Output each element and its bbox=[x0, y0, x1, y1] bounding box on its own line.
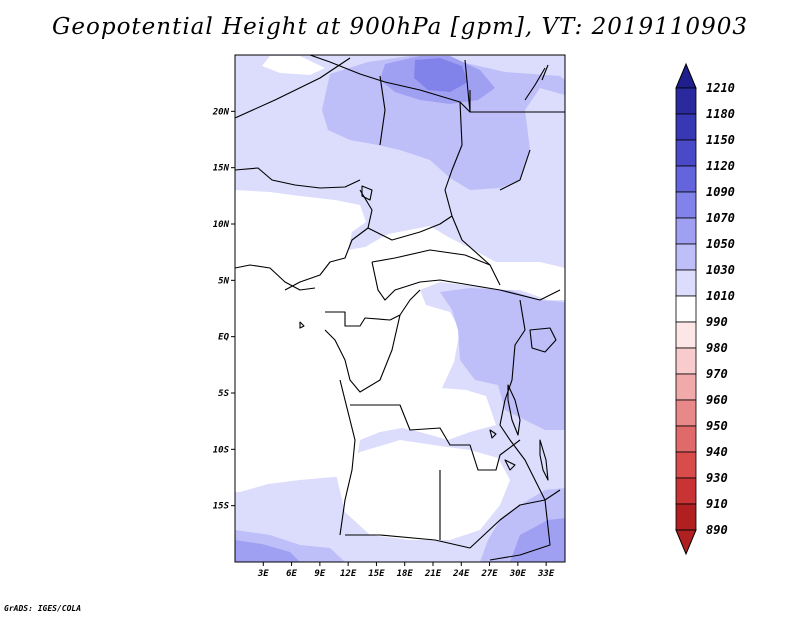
border-car-drc bbox=[371, 249, 561, 301]
colorbar-swatch bbox=[675, 165, 697, 193]
coastline-angola bbox=[339, 379, 356, 536]
lake-victoria bbox=[529, 327, 557, 353]
colorbar-swatch bbox=[675, 477, 697, 505]
lon-tick-label: 3E bbox=[257, 569, 269, 579]
colorbar-label: 1120 bbox=[706, 159, 735, 173]
border-niger-nigeria bbox=[235, 167, 361, 189]
lat-tick-label: 10S bbox=[213, 445, 230, 455]
border-angola-namibia bbox=[345, 470, 471, 549]
border-libya-chad bbox=[379, 75, 463, 191]
lon-tick-label: 15E bbox=[368, 569, 385, 579]
colorbar-label: 1150 bbox=[706, 133, 735, 147]
border-congo-drc bbox=[324, 314, 401, 393]
colorbar-swatch bbox=[675, 113, 697, 141]
lon-tick-label: 12E bbox=[340, 569, 357, 579]
colorbar-label: 1070 bbox=[706, 211, 735, 225]
colorbar-swatch bbox=[675, 321, 697, 349]
colorbar-label: 950 bbox=[706, 419, 728, 433]
lon-tick-label: 6E bbox=[286, 569, 297, 579]
lon-tick-label: 9E bbox=[314, 569, 325, 579]
colorbar-swatch bbox=[675, 191, 697, 219]
grads-credit: GrADS: IGES/COLA bbox=[4, 604, 82, 613]
lake-kariba bbox=[504, 459, 516, 471]
lake-mweru bbox=[489, 429, 497, 439]
border-chad-car bbox=[367, 189, 501, 286]
lat-tick-label: 10N bbox=[213, 220, 230, 230]
field-1050-southeast bbox=[510, 518, 565, 562]
lon-tick-label: 24E bbox=[452, 569, 470, 579]
colorbar-label: 940 bbox=[706, 445, 728, 459]
field-1030-north bbox=[322, 56, 565, 190]
colorbar-label: 980 bbox=[706, 341, 728, 355]
colorbar-label: 960 bbox=[706, 393, 728, 407]
lon-tick-label: 18E bbox=[397, 569, 414, 579]
lon-tick-label: 21E bbox=[424, 569, 442, 579]
colorbar-swatch bbox=[675, 269, 697, 297]
colorbar-over-arrow bbox=[675, 62, 697, 89]
colorbar-swatch bbox=[675, 139, 697, 167]
colorbar-label: 1050 bbox=[706, 237, 735, 251]
longitude-axis: 3E 6E 9E 12E 15E 18E 21E 24E 27E 30E 33E bbox=[257, 562, 555, 579]
chart-title: Geopotential Height at 900hPa [gpm], VT:… bbox=[52, 14, 748, 40]
lat-tick-label: 20N bbox=[212, 107, 230, 117]
colorbar-swatch bbox=[675, 347, 697, 375]
colorbar-swatch bbox=[675, 425, 697, 453]
border-zambia-zimbabwe bbox=[469, 489, 561, 549]
island-bioko bbox=[299, 321, 305, 329]
field-below-1010-north bbox=[262, 56, 325, 75]
lon-tick-label: 27E bbox=[480, 569, 498, 579]
colorbar-swatch bbox=[675, 217, 697, 245]
coastline-east bbox=[499, 64, 549, 191]
lake-malawi bbox=[539, 439, 549, 481]
field-below-1010-south bbox=[335, 440, 510, 540]
colorbar-swatch bbox=[675, 243, 697, 271]
lat-tick-label: 5N bbox=[218, 276, 229, 286]
height-field bbox=[235, 55, 565, 562]
border-drc-angola bbox=[350, 404, 521, 471]
colorbar-under-arrow bbox=[675, 529, 697, 556]
colorbar-label: 970 bbox=[706, 367, 728, 381]
lon-tick-label: 30E bbox=[509, 569, 527, 579]
colorbar-label: 1030 bbox=[706, 263, 735, 277]
colorbar-label: 910 bbox=[706, 497, 728, 511]
lat-tick-label: 15S bbox=[213, 502, 230, 512]
colorbar-label: 1210 bbox=[706, 81, 735, 95]
field-1030-east bbox=[440, 288, 565, 430]
lat-tick-label: 15N bbox=[213, 164, 230, 174]
colorbar: 1210 1180 1150 1120 1090 1070 1050 1030 1010 990 9… bbox=[675, 62, 735, 556]
border-egypt-sudan bbox=[464, 59, 565, 113]
colorbar-label: 890 bbox=[706, 523, 728, 537]
colorbar-swatch bbox=[675, 87, 697, 115]
colorbar-swatch bbox=[675, 451, 697, 479]
field-below-1010 bbox=[235, 190, 565, 492]
border-nigeria-cameroon bbox=[284, 189, 373, 291]
latitude-axis: 20N 15N 10N 5N EQ 5S 10S 15S bbox=[212, 107, 235, 512]
colorbar-swatch bbox=[675, 373, 697, 401]
border-gabon-congo bbox=[325, 289, 421, 327]
lat-tick-label: 5S bbox=[218, 389, 229, 399]
field-1070-north bbox=[414, 58, 468, 92]
colorbar-swatch bbox=[675, 503, 697, 531]
colorbar-label: 930 bbox=[706, 471, 728, 485]
colorbar-swatch bbox=[675, 295, 697, 323]
colorbar-label: 1090 bbox=[706, 185, 735, 199]
lake-chad bbox=[361, 185, 373, 201]
colorbar-swatch bbox=[675, 399, 697, 427]
border-east-africa bbox=[489, 299, 551, 561]
colorbar-label: 990 bbox=[706, 315, 728, 329]
colorbar-label: 1010 bbox=[706, 289, 735, 303]
lon-tick-label: 33E bbox=[537, 569, 555, 579]
lake-tanganyika bbox=[507, 384, 521, 436]
border-coast-west-africa bbox=[235, 264, 316, 291]
lat-tick-label: EQ bbox=[218, 333, 229, 343]
country-borders bbox=[235, 55, 565, 561]
colorbar-label: 1180 bbox=[706, 107, 735, 121]
map-frame bbox=[234, 54, 566, 563]
field-1050-southwest bbox=[235, 540, 300, 562]
